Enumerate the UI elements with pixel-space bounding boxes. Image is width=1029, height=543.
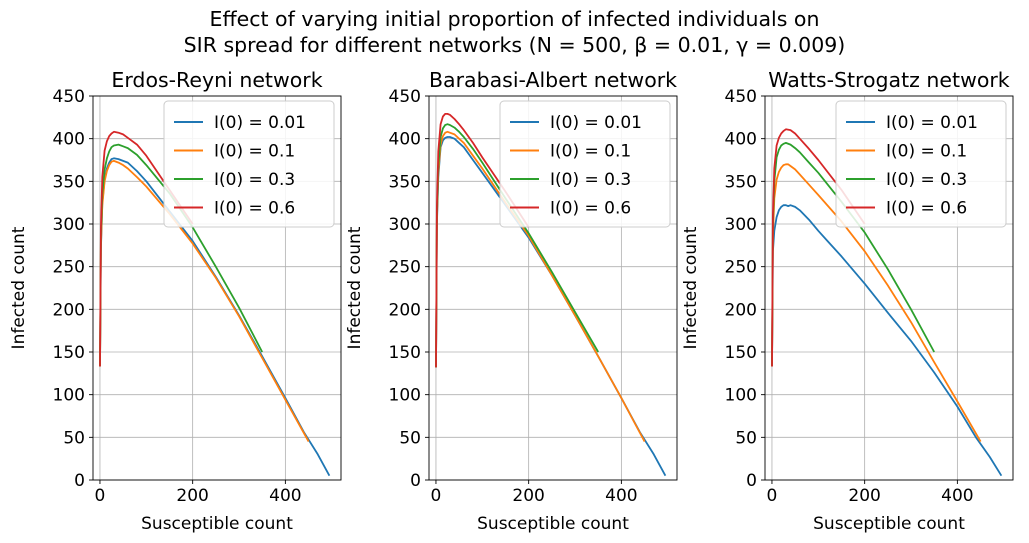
y-axis-label: Infected count <box>345 226 365 349</box>
y-tick-label: 300 <box>725 215 757 235</box>
y-tick-label: 50 <box>399 428 421 448</box>
x-tick-label: 400 <box>941 486 973 506</box>
subplot-title: Barabasi-Albert network <box>429 68 677 92</box>
series-line <box>435 113 530 368</box>
y-tick-label: 50 <box>63 428 85 448</box>
y-axis-label: Infected count <box>9 226 29 349</box>
x-tick-label: 400 <box>269 486 301 506</box>
legend-box <box>163 100 335 228</box>
legend-label: I(0) = 0.6 <box>550 199 631 219</box>
y-tick-label: 350 <box>53 172 85 192</box>
y-tick-label: 250 <box>53 258 85 278</box>
y-tick-label: 200 <box>725 300 757 320</box>
x-tick-label: 0 <box>431 486 442 506</box>
series-line <box>99 130 194 367</box>
figure-title-line-1: Effect of varying initial proportion of … <box>209 7 820 31</box>
y-tick-label: 150 <box>53 343 85 363</box>
legend-label: I(0) = 0.1 <box>550 142 631 162</box>
plot-frame <box>428 95 678 481</box>
x-tick-label: 0 <box>95 486 106 506</box>
series-line <box>435 123 599 368</box>
plot-frame <box>92 95 342 481</box>
y-axis-label: Infected count <box>681 226 701 349</box>
x-tick-label: 0 <box>767 486 778 506</box>
subplot-title: Erdos-Reyni network <box>111 68 322 92</box>
legend-label: I(0) = 0.6 <box>886 199 967 219</box>
x-tick-label: 400 <box>605 486 637 506</box>
y-tick-label: 150 <box>389 343 421 363</box>
y-tick-label: 50 <box>735 428 757 448</box>
subplot-1: 0 200 400 0 50 100 150 200 250 300 350 400 450 Erdos-… <box>9 68 342 534</box>
x-axis-label: Susceptible count <box>141 514 293 534</box>
y-tick-label: 200 <box>53 300 85 320</box>
legend-label: I(0) = 0.3 <box>886 170 967 190</box>
y-tick-label: 200 <box>389 300 421 320</box>
legend-label: I(0) = 0.3 <box>550 170 631 190</box>
figure-title: Effect of varying initial proportion of … <box>0 6 1029 58</box>
y-tick-label: 0 <box>410 471 421 491</box>
subplot-3: 0 200 400 0 50 100 150 200 250 300 350 400 450 Watts-… <box>681 68 1014 534</box>
y-tick-label: 100 <box>725 386 757 406</box>
y-tick-label: 400 <box>725 130 757 150</box>
series-line <box>771 204 1003 477</box>
legend: I(0) = 0.01 I(0) = 0.1 I(0) = 0.3 I(0) = 0.… <box>499 100 671 228</box>
figure-title-line-2: SIR spread for different networks (N = 5… <box>183 33 846 57</box>
legend-label: I(0) = 0.01 <box>214 113 306 133</box>
y-tick-label: 300 <box>53 215 85 235</box>
y-tick-label: 350 <box>389 172 421 192</box>
x-tick-label: 200 <box>512 486 544 506</box>
subplot-2: 0 200 400 0 50 100 150 200 250 300 350 400 450 Baraba… <box>345 68 678 534</box>
y-tick-label: 450 <box>725 87 757 107</box>
series-line <box>771 141 935 367</box>
series-line <box>771 128 866 367</box>
y-tick-label: 300 <box>389 215 421 235</box>
x-axis-label: Susceptible count <box>477 514 629 534</box>
x-axis-label: Susceptible count <box>813 514 965 534</box>
legend-box <box>499 100 671 228</box>
series-line <box>771 163 982 443</box>
y-tick-label: 400 <box>53 130 85 150</box>
series-line <box>99 143 263 367</box>
y-tick-label: 100 <box>53 386 85 406</box>
legend-box <box>835 100 1007 228</box>
legend: I(0) = 0.01 I(0) = 0.1 I(0) = 0.3 I(0) = 0.… <box>835 100 1007 228</box>
y-tick-label: 0 <box>74 471 85 491</box>
series-line <box>99 159 310 443</box>
y-tick-label: 250 <box>725 258 757 278</box>
legend: I(0) = 0.01 I(0) = 0.1 I(0) = 0.3 I(0) = 0.… <box>163 100 335 228</box>
legend-label: I(0) = 0.3 <box>214 170 295 190</box>
legend-label: I(0) = 0.6 <box>214 199 295 219</box>
y-tick-label: 100 <box>389 386 421 406</box>
x-tick-label: 200 <box>848 486 880 506</box>
x-tick-label: 200 <box>176 486 208 506</box>
legend-label: I(0) = 0.01 <box>886 113 978 133</box>
y-tick-label: 0 <box>746 471 757 491</box>
plot-frame <box>764 95 1014 481</box>
legend-label: I(0) = 0.01 <box>550 113 642 133</box>
y-tick-label: 400 <box>389 130 421 150</box>
legend-label: I(0) = 0.1 <box>214 142 295 162</box>
y-tick-label: 150 <box>725 343 757 363</box>
y-tick-label: 450 <box>53 87 85 107</box>
y-tick-label: 350 <box>725 172 757 192</box>
legend-label: I(0) = 0.1 <box>886 142 967 162</box>
subplot-title: Watts-Strogatz network <box>768 68 1010 92</box>
y-tick-label: 450 <box>389 87 421 107</box>
y-tick-label: 250 <box>389 258 421 278</box>
